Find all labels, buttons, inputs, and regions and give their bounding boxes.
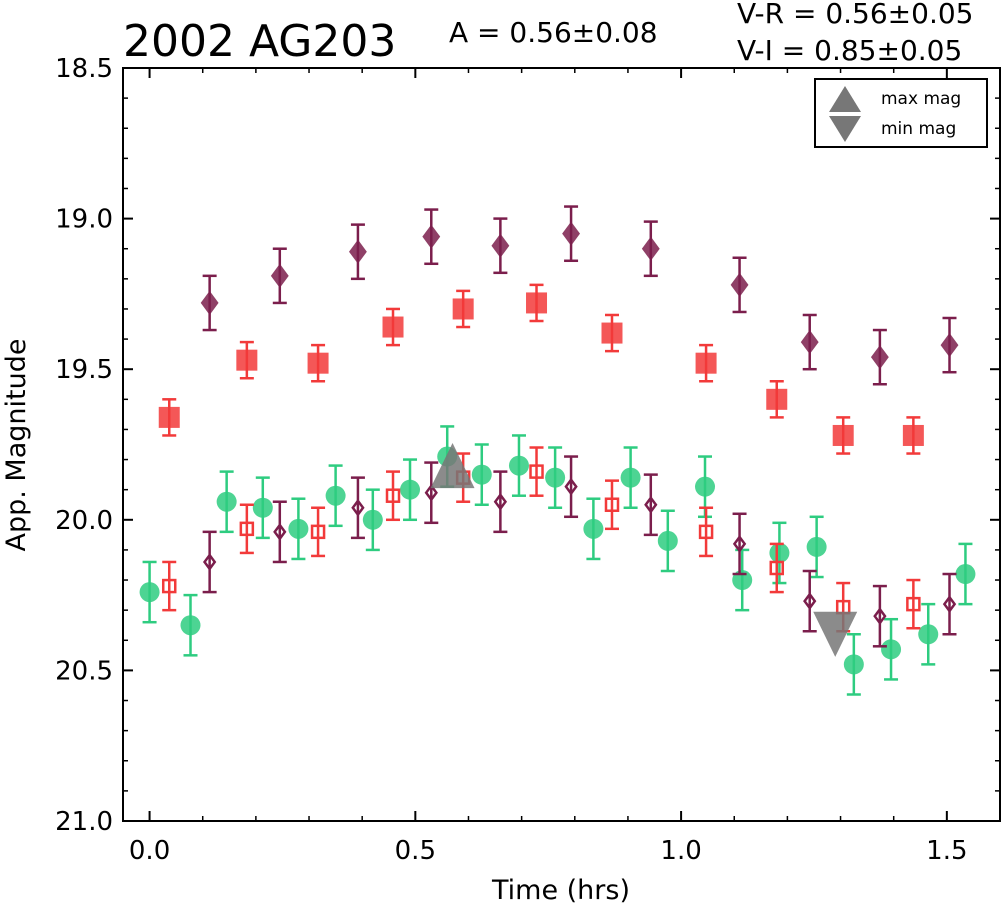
- data-point: [730, 272, 749, 297]
- min-mag-marker: [813, 611, 858, 657]
- data-point: [769, 560, 785, 576]
- data-point: [918, 624, 939, 645]
- vi-color-annotation: V-I = 0.85±0.05: [737, 34, 962, 67]
- data-point: [604, 497, 620, 512]
- data-point: [695, 352, 717, 374]
- series-0-diamond-filled: [200, 205, 959, 386]
- data-point: [239, 521, 255, 537]
- data-point: [252, 497, 273, 518]
- data-point: [601, 322, 623, 344]
- data-point: [288, 518, 309, 539]
- x-tick-label: 1.0: [660, 836, 701, 866]
- vr-color-annotation: V-R = 0.56±0.05: [737, 0, 973, 30]
- data-point: [695, 476, 716, 497]
- series-1-square-filled: [158, 283, 924, 455]
- legend-min-mag-marker: [829, 116, 861, 142]
- data-point: [641, 236, 660, 261]
- data-point: [832, 424, 854, 446]
- data-point: [491, 233, 510, 258]
- data-point: [270, 263, 289, 288]
- x-axis-label: Time (hrs): [491, 875, 630, 904]
- data-point: [424, 483, 438, 502]
- data-point: [698, 524, 714, 540]
- data-point: [620, 467, 641, 488]
- data-point: [493, 492, 508, 511]
- data-point: [545, 467, 566, 488]
- x-tick-label: 0.0: [129, 836, 170, 866]
- amplitude-annotation: A = 0.56±0.08: [449, 16, 658, 49]
- data-point: [766, 388, 788, 410]
- data-point: [422, 224, 441, 249]
- data-point: [562, 221, 580, 246]
- series-4-diamond-open: [202, 455, 957, 648]
- data-point: [564, 477, 578, 496]
- data-point: [236, 349, 258, 371]
- data-point: [385, 488, 401, 503]
- y-tick-label: 21.0: [55, 807, 113, 837]
- data-point: [769, 542, 790, 563]
- y-tick-label: 18.5: [55, 54, 113, 84]
- data-point: [471, 464, 492, 485]
- data-point: [349, 239, 367, 264]
- plot-frame: [122, 67, 1001, 822]
- data-point: [310, 524, 326, 540]
- legend: max mag min mag: [814, 78, 988, 148]
- y-tick-label: 19.5: [55, 355, 113, 385]
- data-point: [800, 330, 819, 355]
- y-tick-label: 20.5: [55, 656, 113, 686]
- data-point: [529, 464, 544, 479]
- data-point: [644, 495, 658, 514]
- data-point: [526, 292, 548, 314]
- y-tick-label: 20.0: [55, 506, 113, 536]
- data-point: [583, 518, 604, 539]
- data-point: [942, 595, 957, 614]
- y-tick-label: 19.0: [55, 205, 113, 235]
- data-point: [806, 536, 827, 557]
- legend-max-mag-label: max mag: [881, 89, 961, 109]
- data-point: [200, 290, 219, 316]
- x-tick-label: 1.5: [926, 836, 967, 866]
- data-point: [362, 509, 383, 530]
- data-point: [881, 639, 902, 660]
- data-point: [873, 607, 887, 626]
- data-point: [180, 615, 201, 636]
- data-point: [803, 592, 817, 611]
- data-point: [351, 498, 365, 517]
- data-point: [940, 333, 959, 358]
- data-point: [216, 491, 237, 512]
- data-point: [955, 564, 976, 585]
- data-point: [158, 406, 180, 428]
- data-point: [452, 298, 474, 320]
- data-point: [139, 582, 160, 603]
- series-3-square-open: [161, 446, 921, 633]
- data-point: [902, 424, 924, 446]
- data-point: [657, 530, 678, 551]
- legend-min-mag-label: min mag: [881, 119, 956, 139]
- data-point: [307, 352, 329, 374]
- data-point: [273, 522, 287, 541]
- axis-ticks: 0.0 0.5 1.0 1.5 18.5 19.0 19.5 20.0 20.5 21.0: [55, 54, 1000, 866]
- y-axis-label: App. Magnitude: [1, 339, 32, 552]
- data-point: [161, 578, 177, 594]
- chart-title: 2002 AG203: [123, 16, 396, 67]
- legend-max-mag-marker: [829, 86, 861, 112]
- x-tick-label: 0.5: [395, 836, 436, 866]
- data-point: [843, 654, 864, 675]
- data-point: [508, 455, 529, 476]
- data-point: [870, 345, 889, 370]
- data-point: [400, 479, 421, 500]
- plot-marks: [139, 205, 976, 696]
- data-point: [906, 596, 921, 612]
- data-point: [382, 316, 404, 338]
- data-point: [732, 534, 747, 553]
- series-2-circle-filled: [139, 425, 976, 696]
- max-mag-marker: [430, 443, 475, 489]
- data-point: [325, 485, 346, 506]
- data-point: [202, 552, 217, 571]
